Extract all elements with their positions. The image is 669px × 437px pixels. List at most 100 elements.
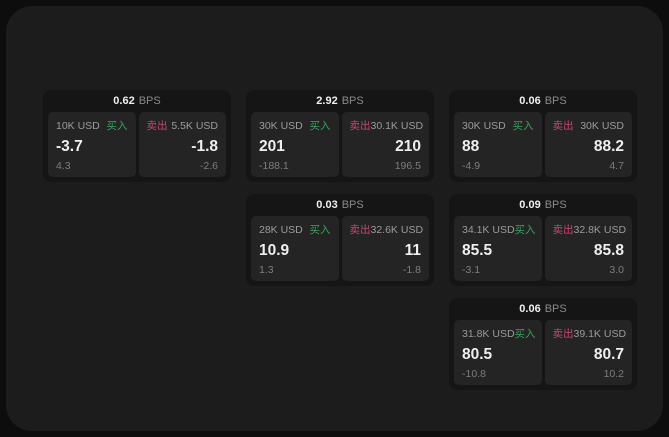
- quote-panels: 34.1K USD 买入 85.5 -3.1 卖出 32.8K USD 85.8…: [454, 216, 632, 281]
- buy-price-value: 88: [462, 137, 480, 155]
- quote-card: 0.06 BPS 30K USD 买入 88 -4.9 卖出 30K USD 8…: [449, 90, 637, 182]
- sell-panel-top: 卖出 39.1K USD: [552, 326, 627, 341]
- buy-amount-label: 30K USD: [462, 119, 506, 132]
- sell-amount-label: 32.6K USD: [370, 223, 424, 236]
- bps-unit-label: BPS: [341, 95, 364, 107]
- buy-quote-button[interactable]: 10K USD 买入 -3.7 4.3: [48, 112, 136, 177]
- sell-amount-label: 39.1K USD: [573, 327, 627, 340]
- sell-side-label: 卖出: [349, 224, 371, 236]
- bps-unit-label: BPS: [544, 303, 567, 315]
- sell-sub-value: -1.8: [402, 264, 421, 276]
- quote-cards-grid: 0.62 BPS 10K USD 买入 -3.7 4.3 卖出 5.5K USD…: [43, 90, 637, 390]
- buy-sub-value: -3.1: [462, 264, 481, 276]
- sell-sub-value: 3.0: [609, 264, 624, 276]
- sell-side-label: 卖出: [349, 120, 371, 132]
- sell-amount-label: 5.5K USD: [171, 119, 218, 132]
- sell-sub-value: 10.2: [603, 368, 624, 380]
- buy-quote-button[interactable]: 30K USD 买入 88 -4.9: [454, 112, 542, 177]
- sell-quote-button[interactable]: 卖出 30K USD 88.2 4.7: [544, 112, 632, 177]
- buy-panel-top: 10K USD 买入: [56, 118, 128, 133]
- bps-value: 0.06: [519, 303, 541, 315]
- quote-card: 0.03 BPS 28K USD 买入 10.9 1.3 卖出 32.6K US…: [246, 194, 434, 286]
- bps-unit-label: BPS: [138, 95, 161, 107]
- buy-sub-value: -4.9: [462, 160, 481, 172]
- buy-price-value: 10.9: [259, 241, 290, 259]
- buy-price-value: -3.7: [56, 137, 83, 155]
- sell-sub-value: 196.5: [394, 160, 421, 172]
- sell-panel-top: 卖出 5.5K USD: [147, 118, 219, 133]
- bps-value: 0.62: [113, 95, 135, 107]
- buy-sub-value: -188.1: [259, 160, 289, 172]
- sell-quote-button[interactable]: 卖出 5.5K USD -1.8 -2.6: [138, 112, 226, 177]
- sell-panel-top: 卖出 32.8K USD: [552, 222, 627, 237]
- buy-panel-top: 31.8K USD 买入: [462, 326, 536, 341]
- quote-card: 2.92 BPS 30K USD 买入 201 -188.1 卖出 30.1K …: [246, 90, 434, 182]
- sell-price-value: 85.8: [593, 241, 624, 259]
- buy-quote-button[interactable]: 34.1K USD 买入 85.5 -3.1: [454, 216, 542, 281]
- buy-panel-top: 30K USD 买入: [259, 118, 331, 133]
- buy-amount-label: 31.8K USD: [462, 327, 515, 340]
- quote-card: 0.09 BPS 34.1K USD 买入 85.5 -3.1 卖出 32.8K…: [449, 194, 637, 286]
- sell-side-label: 卖出: [146, 120, 168, 132]
- buy-amount-label: 10K USD: [56, 119, 100, 132]
- sell-side-label: 卖出: [552, 224, 574, 236]
- bps-value: 0.06: [519, 95, 541, 107]
- card-bps-header: 0.06 BPS: [454, 90, 632, 112]
- buy-panel-top: 30K USD 买入: [462, 118, 534, 133]
- sell-price-value: 210: [395, 137, 421, 155]
- card-bps-header: 0.62 BPS: [48, 90, 226, 112]
- buy-price-value: 201: [259, 137, 285, 155]
- sell-quote-button[interactable]: 卖出 30.1K USD 210 196.5: [341, 112, 429, 177]
- sell-price-value: -1.8: [191, 137, 218, 155]
- sell-panel-top: 卖出 30.1K USD: [349, 118, 424, 133]
- buy-quote-button[interactable]: 31.8K USD 买入 80.5 -10.8: [454, 320, 542, 385]
- buy-side-label: 买入: [309, 224, 331, 236]
- buy-price-value: 85.5: [462, 241, 493, 259]
- bps-unit-label: BPS: [544, 199, 567, 211]
- buy-amount-label: 28K USD: [259, 223, 303, 236]
- buy-sub-value: 1.3: [259, 264, 274, 276]
- bps-value: 0.03: [316, 199, 338, 211]
- sell-quote-button[interactable]: 卖出 32.6K USD 11 -1.8: [341, 216, 429, 281]
- card-bps-header: 0.09 BPS: [454, 194, 632, 216]
- sell-sub-value: 4.7: [609, 160, 624, 172]
- buy-panel-top: 34.1K USD 买入: [462, 222, 536, 237]
- buy-side-label: 买入: [106, 120, 128, 132]
- buy-amount-label: 30K USD: [259, 119, 303, 132]
- bps-value: 2.92: [316, 95, 338, 107]
- buy-side-label: 买入: [309, 120, 331, 132]
- card-bps-header: 2.92 BPS: [251, 90, 429, 112]
- quote-panels: 31.8K USD 买入 80.5 -10.8 卖出 39.1K USD 80.…: [454, 320, 632, 385]
- sell-amount-label: 32.8K USD: [573, 223, 627, 236]
- buy-side-label: 买入: [514, 328, 536, 340]
- sell-side-label: 卖出: [552, 328, 574, 340]
- card-bps-header: 0.03 BPS: [251, 194, 429, 216]
- sell-quote-button[interactable]: 卖出 39.1K USD 80.7 10.2: [544, 320, 632, 385]
- quote-panels: 30K USD 买入 201 -188.1 卖出 30.1K USD 210 1…: [251, 112, 429, 177]
- sell-amount-label: 30.1K USD: [370, 119, 424, 132]
- buy-price-value: 80.5: [462, 345, 493, 363]
- sell-sub-value: -2.6: [199, 160, 218, 172]
- buy-amount-label: 34.1K USD: [462, 223, 515, 236]
- bps-unit-label: BPS: [341, 199, 364, 211]
- sell-quote-button[interactable]: 卖出 32.8K USD 85.8 3.0: [544, 216, 632, 281]
- buy-panel-top: 28K USD 买入: [259, 222, 331, 237]
- quote-card: 0.06 BPS 31.8K USD 买入 80.5 -10.8 卖出 39.1…: [449, 298, 637, 390]
- buy-quote-button[interactable]: 30K USD 买入 201 -188.1: [251, 112, 339, 177]
- sell-panel-top: 卖出 32.6K USD: [349, 222, 424, 237]
- buy-quote-button[interactable]: 28K USD 买入 10.9 1.3: [251, 216, 339, 281]
- buy-side-label: 买入: [512, 120, 534, 132]
- bps-value: 0.09: [519, 199, 541, 211]
- sell-panel-top: 卖出 30K USD: [553, 118, 625, 133]
- quote-panels: 28K USD 买入 10.9 1.3 卖出 32.6K USD 11 -1.8: [251, 216, 429, 281]
- bps-unit-label: BPS: [544, 95, 567, 107]
- sell-price-value: 80.7: [593, 345, 624, 363]
- buy-sub-value: -10.8: [462, 368, 486, 380]
- quote-card: 0.62 BPS 10K USD 买入 -3.7 4.3 卖出 5.5K USD…: [43, 90, 231, 182]
- app-surface: 0.62 BPS 10K USD 买入 -3.7 4.3 卖出 5.5K USD…: [6, 6, 663, 431]
- sell-price-value: 88.2: [593, 137, 624, 155]
- buy-sub-value: 4.3: [56, 160, 71, 172]
- sell-side-label: 卖出: [552, 120, 574, 132]
- sell-amount-label: 30K USD: [580, 119, 624, 132]
- quote-panels: 30K USD 买入 88 -4.9 卖出 30K USD 88.2 4.7: [454, 112, 632, 177]
